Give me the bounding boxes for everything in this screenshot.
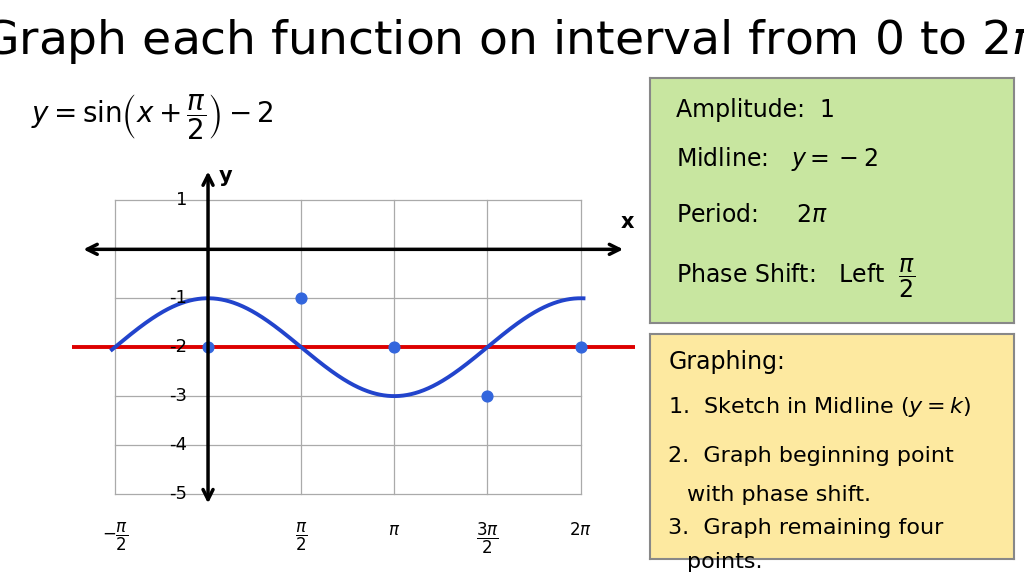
Text: Period:     $2\pi$: Period: $2\pi$ — [676, 203, 827, 227]
Point — [293, 294, 309, 303]
Text: $\dfrac{3\pi}{2}$: $\dfrac{3\pi}{2}$ — [476, 521, 499, 556]
Text: 2.  Graph beginning point: 2. Graph beginning point — [669, 446, 954, 467]
Point — [572, 343, 589, 352]
Text: -1: -1 — [169, 289, 187, 307]
Text: 1: 1 — [176, 191, 187, 210]
Text: 3.  Graph remaining four: 3. Graph remaining four — [669, 518, 944, 539]
Text: $y = \sin\!\left(x + \dfrac{\pi}{2}\right) - 2$: $y = \sin\!\left(x + \dfrac{\pi}{2}\righ… — [31, 92, 273, 142]
Text: Phase Shift:   Left  $\dfrac{\pi}{2}$: Phase Shift: Left $\dfrac{\pi}{2}$ — [676, 257, 915, 300]
Text: -2: -2 — [169, 338, 187, 356]
Text: -3: -3 — [169, 387, 187, 405]
Text: -5: -5 — [169, 485, 187, 503]
Text: Graph each function on interval from 0 to $2\pi$: Graph each function on interval from 0 t… — [0, 17, 1024, 66]
Text: points.: points. — [686, 552, 762, 572]
Text: Midline:   $y = -2$: Midline: $y = -2$ — [676, 145, 878, 173]
Text: $-\dfrac{\pi}{2}$: $-\dfrac{\pi}{2}$ — [101, 521, 128, 553]
Text: y: y — [219, 166, 232, 186]
Text: Graphing:: Graphing: — [669, 350, 785, 374]
Text: -4: -4 — [169, 436, 187, 454]
Text: $2\pi$: $2\pi$ — [569, 521, 592, 539]
Text: 1.  Sketch in Midline $(y = k)$: 1. Sketch in Midline $(y = k)$ — [669, 395, 972, 419]
Point — [479, 392, 496, 401]
Text: $\pi$: $\pi$ — [388, 521, 400, 539]
Text: Amplitude:  1: Amplitude: 1 — [676, 97, 835, 122]
Point — [386, 343, 402, 352]
Text: with phase shift.: with phase shift. — [686, 484, 870, 505]
Text: $\dfrac{\pi}{2}$: $\dfrac{\pi}{2}$ — [295, 521, 307, 553]
Text: x: x — [621, 212, 635, 232]
Point — [200, 343, 216, 352]
